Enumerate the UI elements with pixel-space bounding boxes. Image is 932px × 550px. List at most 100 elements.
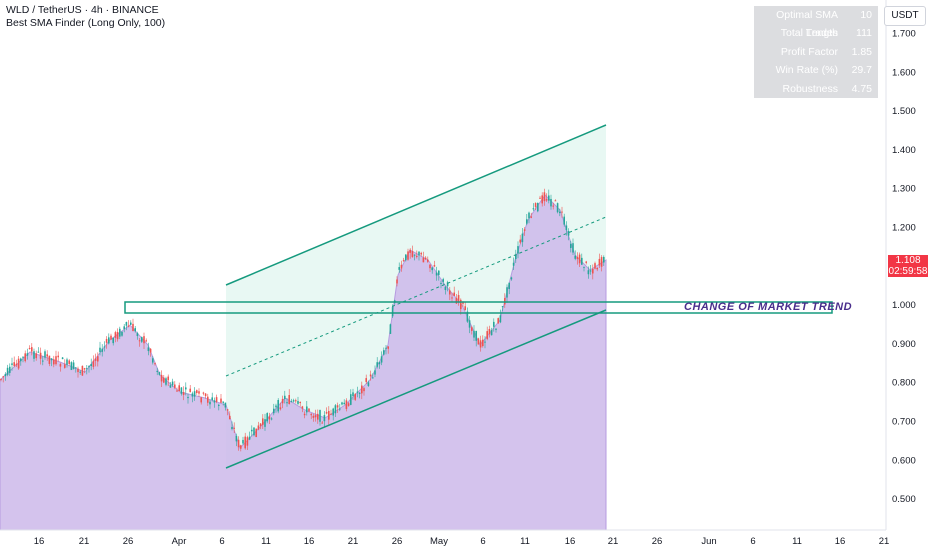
candle-body: [86, 368, 88, 370]
candle-body: [433, 265, 436, 267]
candle-body: [127, 325, 130, 327]
candle-body: [255, 428, 257, 438]
candle-body: [99, 347, 101, 353]
candle-body: [339, 408, 341, 410]
stat-value: 10: [860, 9, 872, 21]
candle-body: [567, 231, 570, 236]
candle-body: [510, 277, 513, 280]
candle-body: [495, 328, 497, 330]
candle-body: [473, 330, 475, 338]
candle-body: [4, 373, 7, 377]
candle-body: [385, 347, 387, 349]
candle-body: [380, 356, 383, 363]
candle-body: [37, 351, 40, 353]
currency-button[interactable]: USDT: [884, 6, 926, 26]
candle-body: [103, 346, 106, 348]
candle-body: [367, 382, 370, 386]
candle-body: [589, 270, 592, 272]
candle-body: [475, 330, 477, 341]
candle-body: [17, 358, 20, 369]
candle-body: [64, 364, 66, 368]
candle-body: [391, 307, 394, 317]
indicator-title[interactable]: Best SMA Finder (Long Only, 100): [6, 17, 166, 29]
candle-body: [565, 225, 568, 231]
time-tick-label: 21: [879, 536, 890, 547]
candle-body: [22, 356, 24, 358]
candle-body: [229, 415, 231, 420]
price-tick-label: 1.000: [892, 300, 916, 311]
candle-body: [178, 385, 180, 392]
candle-body: [211, 397, 213, 400]
candle-body: [279, 407, 282, 410]
candle-body: [295, 400, 297, 402]
candle-body: [218, 404, 220, 406]
stats-table: Optimal SMA Length 10 Total Trades 111 Pro…: [754, 6, 878, 113]
candle-body: [136, 333, 139, 337]
candle-body: [112, 337, 114, 344]
candle-body: [484, 341, 486, 343]
time-axis[interactable]: 16 21 26 Apr 6 11 16 21 26 May 6 11 16 21 26 Jun 6 11 16 21: [34, 536, 890, 547]
candle-body: [548, 195, 550, 201]
price-tick-label: 1.700: [892, 29, 916, 40]
candle-body: [138, 340, 141, 342]
candle-body: [160, 374, 163, 382]
channel-upper-line[interactable]: [225, 124, 607, 286]
candle-body: [570, 243, 572, 249]
candle-body: [603, 256, 605, 263]
price-tick-label: 0.600: [892, 455, 916, 466]
candle-body: [165, 378, 167, 385]
channel-lower-line[interactable]: [225, 309, 607, 469]
candle-body: [273, 408, 275, 414]
candle-body: [281, 398, 284, 404]
candle-body: [176, 390, 178, 392]
candle-body: [352, 392, 354, 397]
candle-body: [284, 395, 286, 399]
candle-body: [422, 257, 425, 263]
candle-body: [244, 436, 246, 449]
candle-body: [471, 327, 473, 331]
candle-body: [581, 257, 583, 265]
candle-body: [143, 336, 145, 344]
candle-body: [39, 352, 42, 359]
time-tick-label: 21: [348, 536, 359, 547]
candle-body: [193, 391, 196, 397]
stat-label: Total Trades: [780, 27, 838, 40]
candle-body: [462, 302, 464, 304]
candle-body: [55, 356, 57, 365]
time-tick-label: May: [430, 536, 448, 547]
candle-body: [376, 362, 378, 367]
candle-body: [145, 340, 147, 342]
candle-body: [387, 346, 389, 349]
candle-body: [515, 254, 517, 260]
candle-body: [532, 208, 535, 210]
candle-body: [486, 331, 488, 339]
stat-value: 29.7: [851, 64, 872, 77]
symbol-title[interactable]: WLD / TetherUS · 4h · BINANCE: [6, 4, 159, 16]
stat-label: Optimal SMA Length: [776, 9, 838, 40]
candle-body: [299, 401, 301, 404]
candle-body: [270, 418, 273, 420]
candle-body: [334, 405, 337, 414]
time-tick-label: 26: [123, 536, 134, 547]
candle-body: [363, 388, 365, 392]
candle-body: [330, 413, 332, 415]
trend-annotation[interactable]: CHANGE OF MARKET TREND: [684, 301, 853, 313]
candle-body: [92, 360, 95, 367]
candle-body: [576, 256, 579, 260]
candle-body: [297, 401, 299, 404]
market-trend-box[interactable]: [124, 301, 833, 314]
candle-body: [13, 362, 15, 367]
candle-body: [35, 353, 37, 359]
candle-body: [182, 392, 185, 395]
time-tick-label: 6: [219, 536, 224, 547]
candle-body: [460, 299, 462, 310]
candle-body: [116, 331, 119, 340]
candle-body: [508, 282, 510, 289]
candle-body: [187, 396, 189, 399]
candle-body: [587, 270, 590, 275]
candle-body: [323, 415, 326, 422]
candle-body: [237, 439, 240, 448]
candle-body: [585, 261, 587, 263]
time-tick-label: 21: [79, 536, 90, 547]
